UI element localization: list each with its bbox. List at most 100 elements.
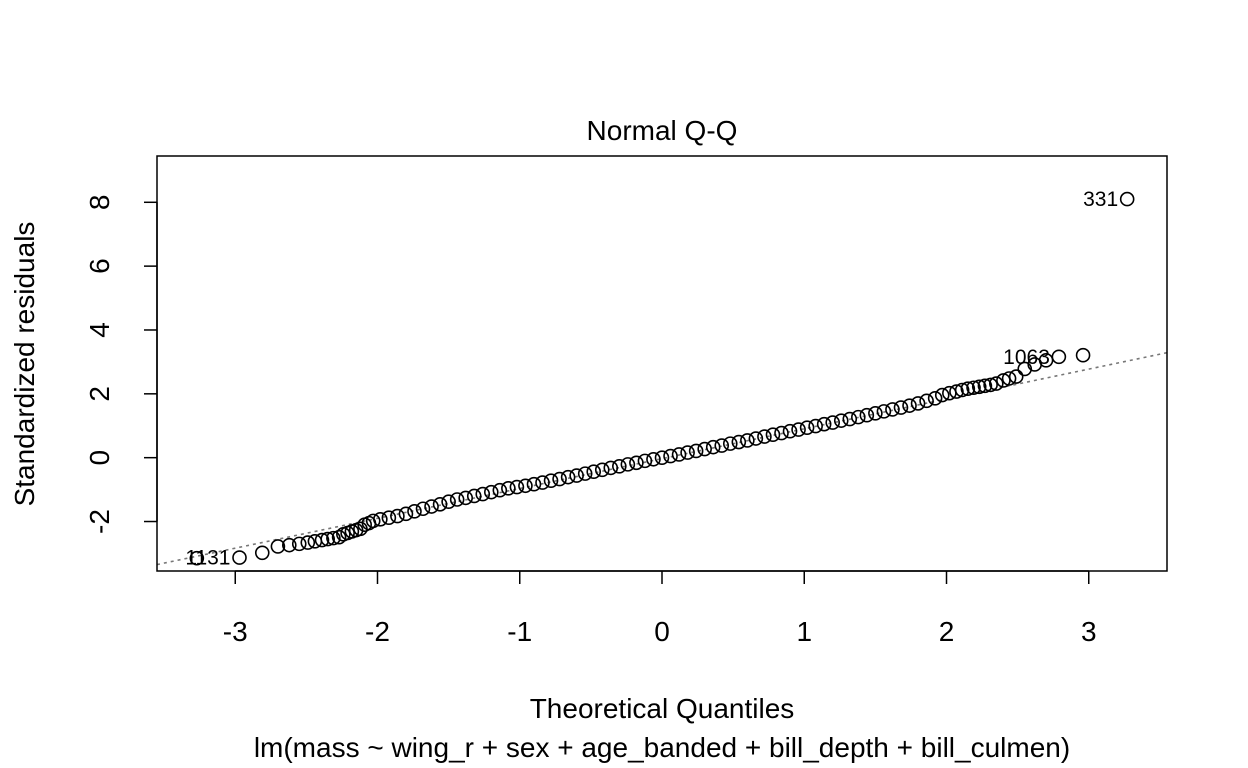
data-point — [458, 490, 473, 506]
data-point — [910, 396, 926, 411]
data-point — [232, 550, 247, 565]
point-label: 1131 — [185, 547, 230, 570]
x-tick-label: -1 — [507, 616, 532, 647]
data-point — [432, 496, 448, 512]
data-point — [859, 407, 875, 423]
data-point — [954, 382, 970, 398]
data-point — [833, 413, 849, 428]
data-point — [876, 404, 892, 419]
y-axis: -2 0 2 4 6 8 — [84, 194, 158, 534]
point-label: 331 — [1083, 188, 1118, 211]
data-point — [851, 409, 866, 425]
x-axis-label: Theoretical Quantiles — [530, 693, 795, 724]
y-tick-label: 6 — [84, 258, 115, 274]
data-point — [1001, 371, 1017, 386]
data-point — [390, 508, 405, 524]
x-tick-label: 1 — [796, 616, 812, 647]
data-point — [765, 427, 781, 442]
data-point — [774, 425, 789, 441]
data-point — [825, 415, 841, 430]
data-point — [966, 380, 981, 396]
data-point — [415, 501, 431, 517]
data-point — [594, 462, 610, 478]
data-point — [424, 499, 439, 514]
data-points — [189, 191, 1135, 566]
data-point — [326, 530, 341, 546]
data-point — [320, 531, 336, 547]
data-point — [740, 433, 755, 448]
data-point — [714, 438, 730, 453]
data-point — [983, 377, 998, 393]
data-point — [281, 537, 297, 553]
x-axis: -3 -2 -1 0 1 2 3 — [223, 570, 1097, 647]
data-point — [705, 439, 721, 455]
data-point — [816, 416, 832, 432]
data-point — [960, 381, 976, 397]
data-point — [441, 494, 456, 510]
data-point — [782, 423, 798, 439]
data-point — [885, 402, 900, 417]
data-point — [637, 453, 653, 469]
y-axis-label: Standardized residuals — [9, 222, 40, 507]
data-point — [254, 545, 270, 561]
data-point — [560, 469, 576, 485]
data-point — [731, 434, 747, 450]
data-point — [373, 511, 388, 527]
point-labels: 1131 1063 331 — [185, 188, 1118, 569]
data-point — [977, 378, 993, 394]
y-tick-label: 8 — [84, 194, 115, 210]
data-point — [483, 484, 499, 500]
data-point — [603, 460, 619, 476]
data-point — [1051, 349, 1067, 365]
x-tick-label: -3 — [223, 616, 248, 647]
data-point — [791, 422, 806, 437]
data-point — [868, 405, 883, 421]
data-point — [663, 448, 678, 464]
data-point — [919, 393, 934, 409]
data-point — [680, 445, 695, 460]
data-point — [569, 468, 584, 483]
data-point — [808, 418, 823, 434]
data-point — [612, 458, 627, 474]
y-tick-label: 4 — [84, 322, 115, 338]
data-point — [1008, 369, 1024, 384]
data-point — [1119, 191, 1135, 207]
data-point — [526, 476, 542, 492]
data-point — [535, 475, 550, 490]
data-point — [466, 488, 482, 504]
data-point — [748, 431, 764, 446]
data-point — [300, 535, 316, 550]
x-tick-label: 0 — [654, 616, 670, 647]
data-point — [518, 478, 533, 494]
data-point — [475, 486, 491, 502]
data-point — [270, 539, 286, 554]
data-point — [365, 513, 381, 529]
point-label: 1063 — [1003, 346, 1050, 369]
x-tick-label: 2 — [939, 616, 955, 647]
data-point — [697, 441, 712, 457]
data-point — [722, 436, 738, 451]
data-point — [646, 451, 661, 467]
data-point — [1017, 361, 1033, 377]
data-point — [949, 384, 964, 399]
chart-subtitle: lm(mass ~ wing_r + sex + age_banded + bi… — [254, 732, 1070, 763]
data-point — [971, 379, 987, 395]
data-point — [1075, 347, 1091, 363]
data-point — [291, 536, 307, 552]
chart-title: Normal Q-Q — [587, 115, 738, 146]
data-point — [552, 471, 567, 487]
data-point — [988, 376, 1004, 391]
data-point — [314, 532, 330, 548]
data-point — [586, 464, 602, 480]
data-point — [331, 529, 347, 545]
data-point — [671, 447, 687, 462]
data-point — [902, 398, 917, 413]
data-point — [501, 481, 516, 496]
x-tick-label: -2 — [365, 616, 390, 647]
reference-line — [157, 351, 1167, 566]
data-point — [381, 510, 397, 525]
y-tick-label: 0 — [84, 450, 115, 466]
data-point — [407, 504, 422, 519]
data-point — [577, 466, 593, 481]
data-point — [757, 429, 772, 444]
